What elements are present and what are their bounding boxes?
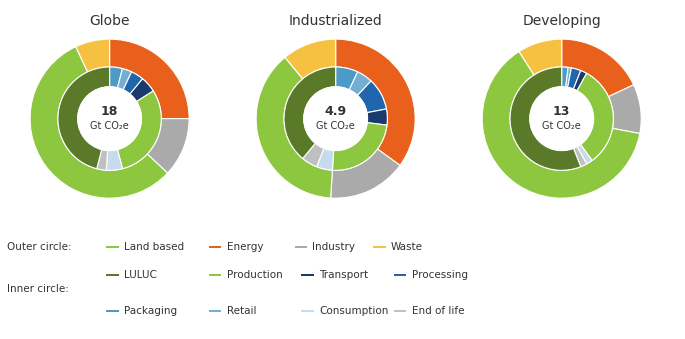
Wedge shape (284, 67, 336, 158)
Text: Gt CO₂e: Gt CO₂e (90, 121, 129, 131)
Wedge shape (349, 72, 371, 96)
Bar (295, 246, 307, 248)
Wedge shape (566, 67, 571, 87)
Text: Waste: Waste (391, 242, 423, 252)
Bar (106, 246, 119, 248)
Wedge shape (285, 39, 336, 79)
Wedge shape (110, 39, 189, 119)
Wedge shape (106, 149, 123, 170)
Circle shape (304, 87, 367, 151)
Wedge shape (336, 39, 415, 165)
Circle shape (530, 87, 593, 151)
Text: End of life: End of life (412, 306, 464, 316)
Wedge shape (76, 39, 110, 72)
Bar (106, 310, 119, 312)
Wedge shape (130, 79, 153, 102)
Bar (394, 310, 406, 312)
Bar (301, 274, 314, 276)
Wedge shape (367, 109, 387, 125)
Wedge shape (97, 149, 108, 170)
Text: Industry: Industry (312, 242, 356, 252)
Wedge shape (562, 39, 634, 97)
Bar (209, 246, 221, 248)
Text: Outer circle:: Outer circle: (7, 242, 71, 252)
Wedge shape (118, 68, 132, 90)
Bar (301, 310, 314, 312)
Title: Developing: Developing (523, 15, 601, 28)
Text: Retail: Retail (227, 306, 256, 316)
Text: Gt CO₂e: Gt CO₂e (316, 121, 355, 131)
Text: Transport: Transport (319, 270, 369, 280)
Wedge shape (331, 149, 400, 198)
Wedge shape (303, 143, 324, 167)
Wedge shape (58, 67, 110, 169)
Wedge shape (110, 67, 123, 88)
Wedge shape (123, 72, 142, 94)
Text: LULUC: LULUC (124, 270, 157, 280)
Wedge shape (118, 91, 161, 169)
Text: Energy: Energy (227, 242, 263, 252)
Wedge shape (482, 52, 640, 198)
Wedge shape (577, 144, 592, 164)
Wedge shape (316, 148, 334, 170)
Bar (373, 246, 386, 248)
Wedge shape (256, 57, 332, 198)
Text: Inner circle:: Inner circle: (7, 284, 68, 294)
Bar (209, 310, 221, 312)
Text: 18: 18 (101, 105, 119, 118)
Wedge shape (332, 123, 387, 170)
Bar (394, 274, 406, 276)
Wedge shape (562, 67, 568, 87)
Text: 4.9: 4.9 (325, 105, 347, 118)
Wedge shape (336, 67, 358, 90)
Wedge shape (30, 47, 168, 198)
Text: Packaging: Packaging (124, 306, 177, 316)
Circle shape (78, 87, 141, 151)
Wedge shape (147, 119, 189, 173)
Text: Land based: Land based (124, 242, 184, 252)
Text: Consumption: Consumption (319, 306, 388, 316)
Bar (106, 274, 119, 276)
Wedge shape (519, 39, 562, 75)
Wedge shape (608, 85, 641, 134)
Text: Production: Production (227, 270, 282, 280)
Wedge shape (568, 68, 581, 89)
Wedge shape (573, 71, 586, 91)
Title: Globe: Globe (89, 15, 130, 28)
Wedge shape (573, 146, 586, 167)
Text: Processing: Processing (412, 270, 468, 280)
Wedge shape (358, 81, 386, 113)
Wedge shape (577, 73, 613, 160)
Title: Industrialized: Industrialized (289, 15, 382, 28)
Bar (209, 274, 221, 276)
Text: Gt CO₂e: Gt CO₂e (543, 121, 581, 131)
Text: 13: 13 (553, 105, 571, 118)
Wedge shape (510, 67, 581, 170)
